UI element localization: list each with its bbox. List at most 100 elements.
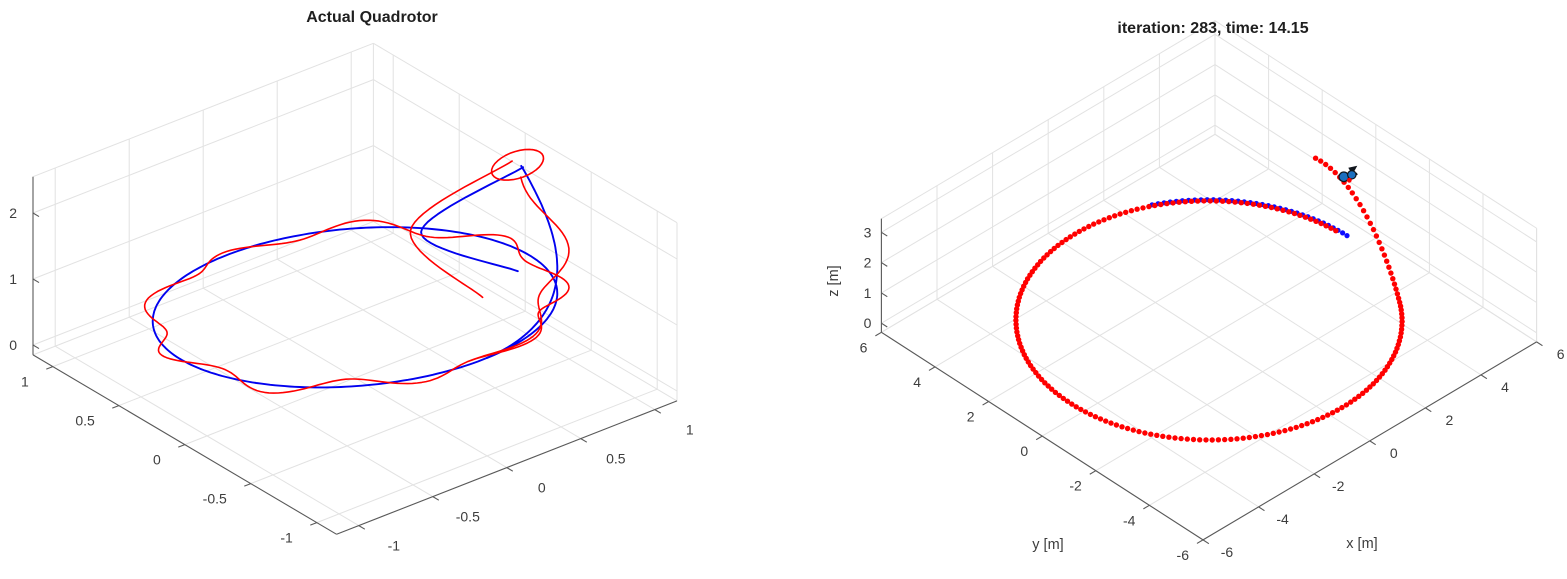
trajectory-dot <box>1276 429 1282 435</box>
trajectory-dot <box>1209 437 1215 443</box>
x-tick-label: -0.5 <box>456 509 480 525</box>
trajectory-dot <box>1215 437 1222 443</box>
trajectory-dot <box>1353 196 1359 202</box>
y-tick-label: 2 <box>967 408 975 424</box>
trajectory-path-actual-start-segment <box>409 160 513 299</box>
trajectory-dot <box>1164 200 1170 207</box>
y-tick-label: -6 <box>1177 547 1190 563</box>
left-3d-plot-actual-quadrotor: -1 -0.5 0 0.5 1 -1 -0.5 0 0.5 1 0 1 2 <box>9 42 694 554</box>
trajectory-dot <box>1092 414 1099 420</box>
trajectory-dot <box>1176 199 1182 205</box>
trajectory-dot <box>1318 220 1324 227</box>
x-tick <box>1258 506 1265 512</box>
trajectory-dot <box>1117 211 1123 217</box>
trajectory-dot <box>1041 255 1047 261</box>
trajectory-dot <box>1256 202 1263 208</box>
y-tick-label: 0.5 <box>75 413 95 429</box>
z-tick-label: 1 <box>9 271 17 287</box>
trajectory-path-takeoff-loop <box>490 148 545 181</box>
trajectory-dot <box>1042 380 1048 386</box>
trajectory-dot <box>1388 270 1394 276</box>
y-tick <box>310 522 318 526</box>
trajectory-dot <box>1072 231 1078 237</box>
trajectory-dot <box>1228 436 1234 442</box>
y-tick-label: 0 <box>153 452 161 468</box>
trajectory-dot <box>1399 322 1405 329</box>
trajectory-dot <box>1232 199 1238 205</box>
trajectory-dot <box>1360 390 1366 396</box>
series-reference-trajectory <box>151 164 559 389</box>
trajectory-dot <box>1291 210 1298 217</box>
floor-grid-line <box>184 310 526 446</box>
y-tick <box>928 366 936 371</box>
trajectory-dot <box>1051 245 1057 252</box>
trajectory-dot <box>1386 264 1392 270</box>
grid-lines <box>880 20 1538 541</box>
trajectory-path-reference-start-segment <box>420 166 525 273</box>
axes: -1 -0.5 0 0.5 1 -1 -0.5 0 0.5 1 0 1 2 <box>9 176 694 554</box>
x-axis-label: x [m] <box>1346 536 1377 552</box>
trajectory-dot <box>1304 421 1310 427</box>
y-tick-label: -1 <box>280 530 293 546</box>
trajectory-dot <box>1308 216 1314 222</box>
y-tick <box>982 401 989 406</box>
trajectory-dot <box>1226 198 1232 205</box>
trajectory-dot <box>1360 208 1367 214</box>
y-tick <box>1143 504 1150 510</box>
trajectory-dot <box>1076 228 1083 235</box>
z-tick <box>881 262 888 267</box>
trajectory-dot <box>1134 206 1140 212</box>
trajectory-dot <box>1313 218 1319 224</box>
trajectory-dot <box>1309 419 1316 425</box>
left-plot-title: Actual Quadrotor <box>306 9 438 26</box>
trajectory-dot <box>1128 208 1135 214</box>
x-tick-label: 4 <box>1501 379 1509 395</box>
trajectory-dot <box>1318 158 1324 164</box>
x-tick <box>654 409 662 414</box>
x-tick-label: 6 <box>1557 346 1565 362</box>
y-tick <box>112 405 120 409</box>
wall-grid-line <box>373 211 678 392</box>
x-tick-label: -4 <box>1276 511 1289 527</box>
y-tick <box>1196 539 1204 544</box>
trajectory-dot <box>1373 233 1380 239</box>
trajectory-dot <box>1234 436 1240 442</box>
z-tick-label: 2 <box>9 205 17 221</box>
trajectory-dot <box>1370 226 1377 233</box>
series-actual-start-segment <box>409 160 513 299</box>
trajectory-dot <box>1067 234 1074 240</box>
trajectory-dot <box>1086 223 1092 230</box>
x-tick <box>432 496 440 501</box>
wall-grid-line <box>32 145 374 280</box>
trajectory-dot <box>1376 239 1382 246</box>
trajectory-dot <box>1056 392 1063 399</box>
x-tick-label: 0 <box>538 480 546 496</box>
trajectory-dot <box>1148 431 1154 437</box>
trajectory-dot <box>1219 198 1226 204</box>
y-tick <box>1035 435 1043 441</box>
trajectory-dot <box>1363 387 1370 393</box>
wall-grid-line <box>1214 64 1537 273</box>
trajectory-dot <box>1063 236 1069 243</box>
floor-grid-line <box>1041 237 1377 437</box>
trajectory-dot <box>1258 432 1265 439</box>
z-tick-label: 1 <box>864 285 872 301</box>
trajectory-dot <box>1124 425 1131 432</box>
trajectory-dot <box>1184 436 1191 442</box>
trajectory-dot <box>1282 427 1288 434</box>
wall-grid-line <box>881 64 1216 264</box>
trajectory-dot <box>1078 406 1084 413</box>
y-tick-label: -4 <box>1123 512 1136 528</box>
trajectory-dot <box>1328 225 1334 231</box>
trajectory-dot <box>1013 317 1019 324</box>
wall-grid-line <box>881 33 1216 233</box>
trajectory-dot <box>1348 399 1354 405</box>
y-tick-label: -0.5 <box>203 491 227 507</box>
right-plot-title: iteration: 283, time: 14.15 <box>1117 20 1308 37</box>
trajectory-dot <box>1082 409 1089 415</box>
wall-grid-line <box>32 79 374 214</box>
trajectory-dot <box>1270 430 1277 436</box>
y-tick <box>1089 470 1097 475</box>
trajectory-dot <box>1274 206 1280 212</box>
